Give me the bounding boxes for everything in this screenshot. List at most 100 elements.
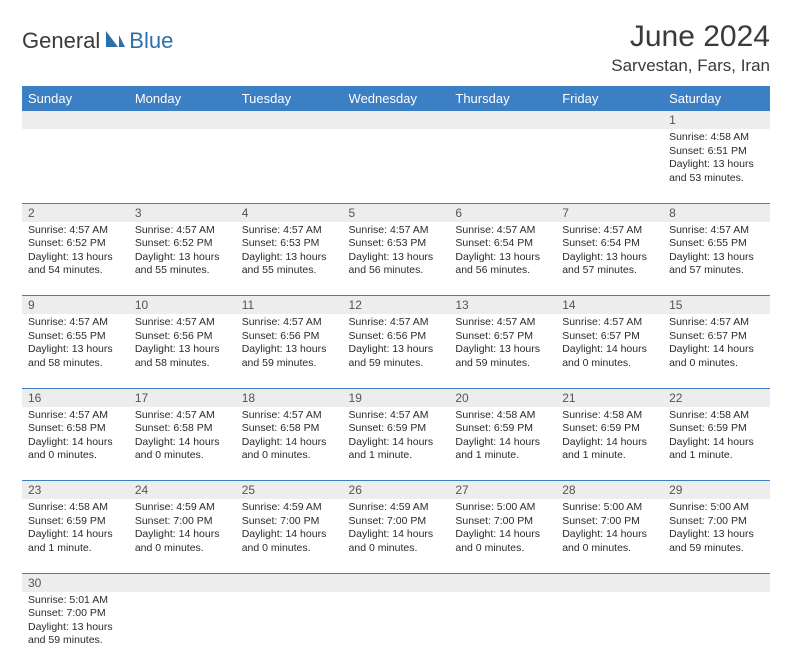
day-number: 9: [22, 296, 129, 314]
day-cell: Sunrise: 4:58 AMSunset: 6:59 PMDaylight:…: [22, 499, 129, 573]
day-number-cell: 21: [556, 388, 663, 407]
day-details: [129, 592, 236, 598]
day-number: [556, 111, 663, 115]
day-number-row: 9101112131415: [22, 296, 770, 315]
day-content-row: Sunrise: 4:58 AMSunset: 6:59 PMDaylight:…: [22, 499, 770, 573]
weekday-header: Friday: [556, 86, 663, 111]
day-cell: Sunrise: 4:58 AMSunset: 6:59 PMDaylight:…: [663, 407, 770, 481]
day-number: 4: [236, 204, 343, 222]
day-number: 24: [129, 481, 236, 499]
day-number-cell: [343, 573, 450, 592]
day-cell: Sunrise: 4:57 AMSunset: 6:54 PMDaylight:…: [449, 222, 556, 296]
day-number-cell: 26: [343, 481, 450, 500]
day-number: 1: [663, 111, 770, 129]
day-details: Sunrise: 4:57 AMSunset: 6:58 PMDaylight:…: [236, 407, 343, 468]
day-details: Sunrise: 5:00 AMSunset: 7:00 PMDaylight:…: [663, 499, 770, 560]
weekday-header: Tuesday: [236, 86, 343, 111]
day-cell: Sunrise: 4:57 AMSunset: 6:53 PMDaylight:…: [236, 222, 343, 296]
day-cell: Sunrise: 4:57 AMSunset: 6:59 PMDaylight:…: [343, 407, 450, 481]
day-details: Sunrise: 5:01 AMSunset: 7:00 PMDaylight:…: [22, 592, 129, 653]
day-details: Sunrise: 4:57 AMSunset: 6:53 PMDaylight:…: [236, 222, 343, 283]
day-content-row: Sunrise: 5:01 AMSunset: 7:00 PMDaylight:…: [22, 592, 770, 666]
day-number-cell: 2: [22, 203, 129, 222]
weekday-header: Sunday: [22, 86, 129, 111]
day-details: [343, 592, 450, 598]
day-details: Sunrise: 4:59 AMSunset: 7:00 PMDaylight:…: [236, 499, 343, 560]
day-details: Sunrise: 4:57 AMSunset: 6:52 PMDaylight:…: [22, 222, 129, 283]
day-cell: Sunrise: 4:57 AMSunset: 6:56 PMDaylight:…: [236, 314, 343, 388]
day-details: Sunrise: 4:57 AMSunset: 6:55 PMDaylight:…: [663, 222, 770, 283]
day-cell: [129, 592, 236, 666]
day-number: 11: [236, 296, 343, 314]
day-number-cell: [236, 573, 343, 592]
day-cell: Sunrise: 4:57 AMSunset: 6:56 PMDaylight:…: [129, 314, 236, 388]
day-number-cell: 19: [343, 388, 450, 407]
day-number-cell: [236, 111, 343, 129]
day-details: [236, 592, 343, 598]
day-details: Sunrise: 4:57 AMSunset: 6:54 PMDaylight:…: [556, 222, 663, 283]
day-content-row: Sunrise: 4:57 AMSunset: 6:55 PMDaylight:…: [22, 314, 770, 388]
day-details: Sunrise: 4:57 AMSunset: 6:52 PMDaylight:…: [129, 222, 236, 283]
weekday-header: Wednesday: [343, 86, 450, 111]
day-number-row: 30: [22, 573, 770, 592]
day-details: [449, 129, 556, 135]
day-number-cell: [22, 111, 129, 129]
day-number-cell: 5: [343, 203, 450, 222]
day-number-cell: [343, 111, 450, 129]
day-number-cell: 6: [449, 203, 556, 222]
day-details: Sunrise: 4:57 AMSunset: 6:58 PMDaylight:…: [22, 407, 129, 468]
day-number-cell: 14: [556, 296, 663, 315]
day-number-cell: [129, 111, 236, 129]
day-number-row: 2345678: [22, 203, 770, 222]
day-number: 27: [449, 481, 556, 499]
day-number-cell: 23: [22, 481, 129, 500]
day-number: [236, 111, 343, 115]
day-number: [556, 574, 663, 578]
day-number-cell: [556, 111, 663, 129]
day-details: Sunrise: 4:59 AMSunset: 7:00 PMDaylight:…: [129, 499, 236, 560]
day-details: Sunrise: 4:58 AMSunset: 6:59 PMDaylight:…: [663, 407, 770, 468]
weekday-header: Monday: [129, 86, 236, 111]
calendar-table: Sunday Monday Tuesday Wednesday Thursday…: [22, 86, 770, 666]
day-number-cell: 7: [556, 203, 663, 222]
day-cell: Sunrise: 5:01 AMSunset: 7:00 PMDaylight:…: [22, 592, 129, 666]
day-details: Sunrise: 4:57 AMSunset: 6:58 PMDaylight:…: [129, 407, 236, 468]
day-details: Sunrise: 4:57 AMSunset: 6:59 PMDaylight:…: [343, 407, 450, 468]
day-number: 30: [22, 574, 129, 592]
day-number: 26: [343, 481, 450, 499]
day-cell: Sunrise: 4:57 AMSunset: 6:57 PMDaylight:…: [449, 314, 556, 388]
day-details: [663, 592, 770, 598]
day-cell: Sunrise: 4:57 AMSunset: 6:55 PMDaylight:…: [22, 314, 129, 388]
day-content-row: Sunrise: 4:58 AMSunset: 6:51 PMDaylight:…: [22, 129, 770, 203]
day-number: 2: [22, 204, 129, 222]
day-number-cell: 12: [343, 296, 450, 315]
day-cell: Sunrise: 4:58 AMSunset: 6:59 PMDaylight:…: [556, 407, 663, 481]
day-cell: Sunrise: 4:57 AMSunset: 6:57 PMDaylight:…: [663, 314, 770, 388]
day-number-cell: 1: [663, 111, 770, 129]
day-number: [449, 111, 556, 115]
day-number-cell: 30: [22, 573, 129, 592]
day-cell: [556, 129, 663, 203]
sail-icon: [104, 29, 126, 54]
logo-text-blue: Blue: [129, 28, 173, 54]
day-cell: [449, 129, 556, 203]
day-number: 13: [449, 296, 556, 314]
day-cell: [343, 129, 450, 203]
day-details: Sunrise: 4:57 AMSunset: 6:56 PMDaylight:…: [236, 314, 343, 375]
weekday-header: Saturday: [663, 86, 770, 111]
day-number-cell: 22: [663, 388, 770, 407]
day-details: Sunrise: 4:57 AMSunset: 6:56 PMDaylight:…: [343, 314, 450, 375]
day-cell: [236, 592, 343, 666]
day-number-cell: 4: [236, 203, 343, 222]
day-number: [663, 574, 770, 578]
day-cell: [663, 592, 770, 666]
day-cell: Sunrise: 4:58 AMSunset: 6:59 PMDaylight:…: [449, 407, 556, 481]
day-number: 12: [343, 296, 450, 314]
day-number: 3: [129, 204, 236, 222]
day-details: Sunrise: 5:00 AMSunset: 7:00 PMDaylight:…: [556, 499, 663, 560]
day-number-cell: 16: [22, 388, 129, 407]
day-number-cell: 11: [236, 296, 343, 315]
day-details: Sunrise: 4:57 AMSunset: 6:57 PMDaylight:…: [663, 314, 770, 375]
logo: General Blue: [22, 20, 173, 54]
logo-text-general: General: [22, 28, 100, 54]
